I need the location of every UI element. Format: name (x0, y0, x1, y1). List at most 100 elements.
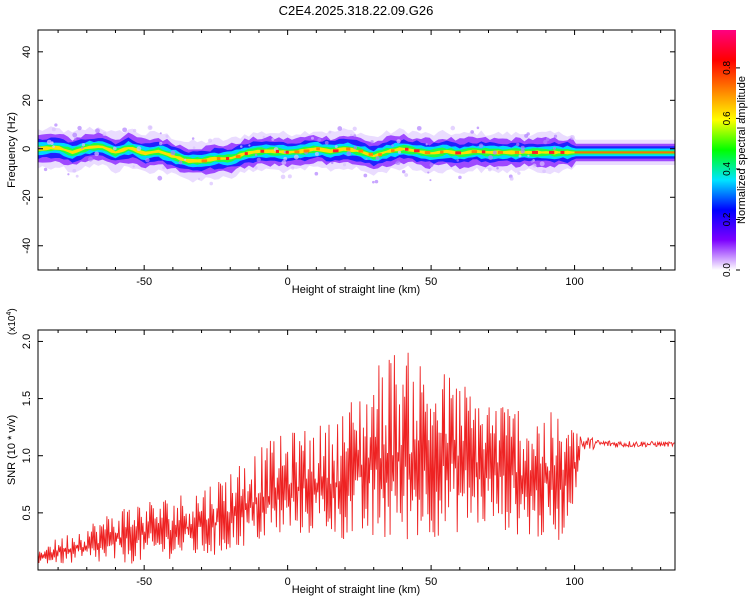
spectrogram-speckle (293, 154, 299, 160)
spectrogram-hotspot (440, 150, 444, 154)
spectrogram-speckle (256, 157, 261, 162)
spectrogram-speckle (192, 146, 196, 149)
spectrogram-image (38, 123, 675, 186)
spectrogram-speckle (254, 153, 258, 157)
spectrogram-speckle (38, 146, 41, 149)
spectrogram-speckle (337, 126, 343, 131)
colorbar-tick-label: 0.2 (722, 212, 733, 226)
spectrogram-speckle (370, 140, 374, 144)
spectrogram-hotspot (346, 147, 351, 151)
spectrogram-hotspot (294, 150, 300, 154)
y-tick-label: -20 (21, 189, 33, 205)
spectrogram-speckle (248, 144, 251, 147)
spectrogram-speckle (487, 167, 492, 172)
spectrogram-hotspot (285, 150, 289, 154)
spectrogram-speckle (488, 155, 494, 160)
spectrogram-speckle (425, 143, 428, 146)
spectrogram-speckle (397, 150, 402, 154)
spectrogram-speckle (145, 157, 150, 163)
spectrogram-speckle (283, 150, 287, 154)
spectrogram-speckle (334, 145, 338, 149)
spectrogram-speckle (342, 163, 347, 167)
spectrogram-hotspot (497, 150, 503, 154)
spectrogram-hotspot (358, 149, 364, 153)
spectrogram-speckle (46, 139, 52, 145)
x-tick-label: 0 (285, 576, 291, 588)
spectrogram-hotspot (405, 147, 409, 151)
spectrogram-speckle (520, 148, 525, 154)
spectrogram-speckle (287, 174, 292, 179)
y-tick-label: 1.0 (21, 448, 33, 463)
spectrogram-speckle (372, 180, 375, 184)
colorbar-tick-label: 0.8 (722, 61, 733, 75)
spectrogram-speckle (569, 134, 575, 140)
spectrogram-speckle (509, 176, 514, 181)
x-tick-label: 50 (425, 276, 437, 288)
y-tick-label: 1.5 (21, 391, 33, 406)
colorbar-ticks: 0.0 0.2 0.4 0.6 0.8 (722, 61, 740, 277)
y-tick-label: 0 (21, 146, 33, 152)
spectrogram-speckle (553, 134, 558, 138)
x-tick-label: -50 (136, 276, 152, 288)
spectrogram-speckle (122, 127, 128, 133)
spectrogram-y-label: Frequency (Hz) (6, 112, 18, 188)
spectrogram-speckle (545, 137, 550, 142)
spectrogram-speckle (208, 138, 213, 143)
spectrogram-speckle (346, 151, 352, 156)
spectrogram-hotspot (549, 150, 555, 154)
spectrogram-speckle (532, 163, 537, 168)
spectrogram-speckle (51, 141, 54, 144)
spectrogram-speckle (283, 156, 288, 161)
spectrogram-hotspot (260, 149, 265, 153)
spectrogram-speckle (539, 161, 545, 167)
snr-y-multiplier: (x104) (6, 308, 18, 335)
spectrogram-hotspot (455, 151, 462, 155)
spectrogram-hotspot (514, 150, 519, 154)
spectrogram-speckle (157, 175, 163, 181)
spectrogram-hotspot (424, 151, 431, 155)
spectrogram-speckle (404, 173, 409, 177)
spectrogram-speckle (391, 144, 394, 147)
snr-y-label: SNR (10 * v/v) (6, 415, 18, 485)
spectrogram-speckle (374, 179, 379, 184)
spectrogram-speckle (136, 146, 142, 152)
spectrogram-speckle (191, 137, 195, 140)
spectrogram-speckle (209, 181, 214, 186)
y-tick-label: 40 (21, 46, 33, 58)
spectrogram-speckle (517, 171, 521, 175)
spectrogram-speckle (75, 174, 79, 178)
spectrogram-speckle (456, 159, 460, 162)
x-tick-label: -50 (136, 576, 152, 588)
spectrogram-speckle (72, 169, 77, 173)
spectrogram-speckle (198, 177, 201, 180)
spectrogram-x-ticks: -50 0 50 100 (57, 30, 662, 288)
spectrogram-hotspot (244, 152, 248, 156)
spectrogram-speckle (54, 123, 58, 127)
spectrogram-speckle (254, 166, 258, 170)
colorbar-tick-label: 0.6 (722, 111, 733, 125)
spectrogram-hotspot (532, 150, 538, 154)
snr-panel: -50 0 50 100 0.5 1.0 1.5 2.0 Height of straigh… (6, 308, 676, 596)
spectrogram-speckle (159, 141, 163, 146)
spectrogram-speckle (516, 142, 520, 147)
spectrogram-speckle (159, 132, 162, 135)
spectrogram-speckle (532, 159, 535, 162)
spectrogram-hotspot (414, 149, 420, 153)
snr-frame (37, 329, 676, 571)
spectrogram-frame (37, 29, 676, 271)
spectrogram-y-ticks: -40 -20 0 20 40 (21, 46, 675, 254)
spectrogram-hotspot (316, 147, 320, 151)
spectrogram-speckle (328, 130, 332, 134)
spectrogram-panel: -50 0 50 100 -40 -20 0 20 40 Height of straight… (6, 29, 676, 296)
spectrogram-hotspot (303, 149, 310, 153)
spectrogram-speckle (352, 126, 357, 131)
spectrogram-speckle (262, 135, 265, 139)
colorbar: 0.0 0.2 0.4 0.6 0.8 Normalized spectral ampl… (712, 30, 748, 277)
spectrogram-speckle (132, 165, 135, 168)
spectrogram-speckle (314, 171, 319, 176)
figure-title: C2E4.2025.318.22.09.G26 (279, 3, 434, 18)
spectrogram-speckle (52, 145, 55, 148)
spectrogram-speckle (527, 154, 530, 157)
spectrogram-speckle (416, 125, 422, 131)
spectrogram-speckle (429, 179, 432, 182)
